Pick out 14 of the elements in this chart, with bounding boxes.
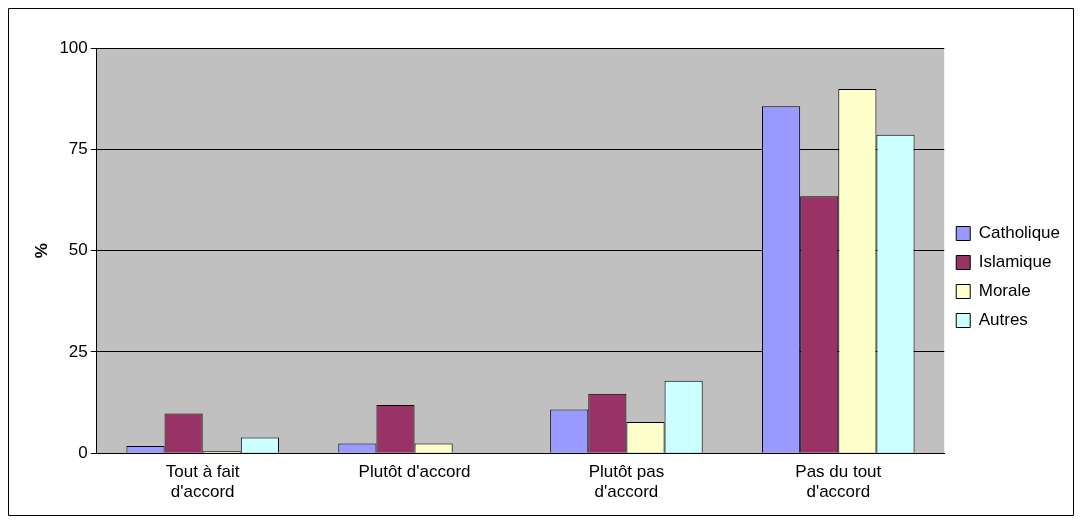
x-tick-label: Tout à fait d'accord <box>165 462 240 502</box>
y-tick-label: 25 <box>68 341 88 361</box>
y-tick-label: 75 <box>68 138 88 158</box>
legend-label: Catholique <box>978 223 1060 243</box>
legend-label: Autres <box>978 310 1028 330</box>
y-tick-label: 0 <box>78 442 88 462</box>
legend-label: Morale <box>978 281 1031 301</box>
x-tick-label: Plutôt pas d'accord <box>588 462 665 502</box>
y-tick-label: 50 <box>68 240 88 260</box>
y-tick-label: 100 <box>59 37 88 57</box>
legend-label: Islamique <box>978 252 1052 272</box>
x-tick-label: Pas du tout d'accord <box>795 462 882 502</box>
y-axis-title: % <box>31 243 51 259</box>
x-tick-label: Plutôt d'accord <box>358 462 471 482</box>
